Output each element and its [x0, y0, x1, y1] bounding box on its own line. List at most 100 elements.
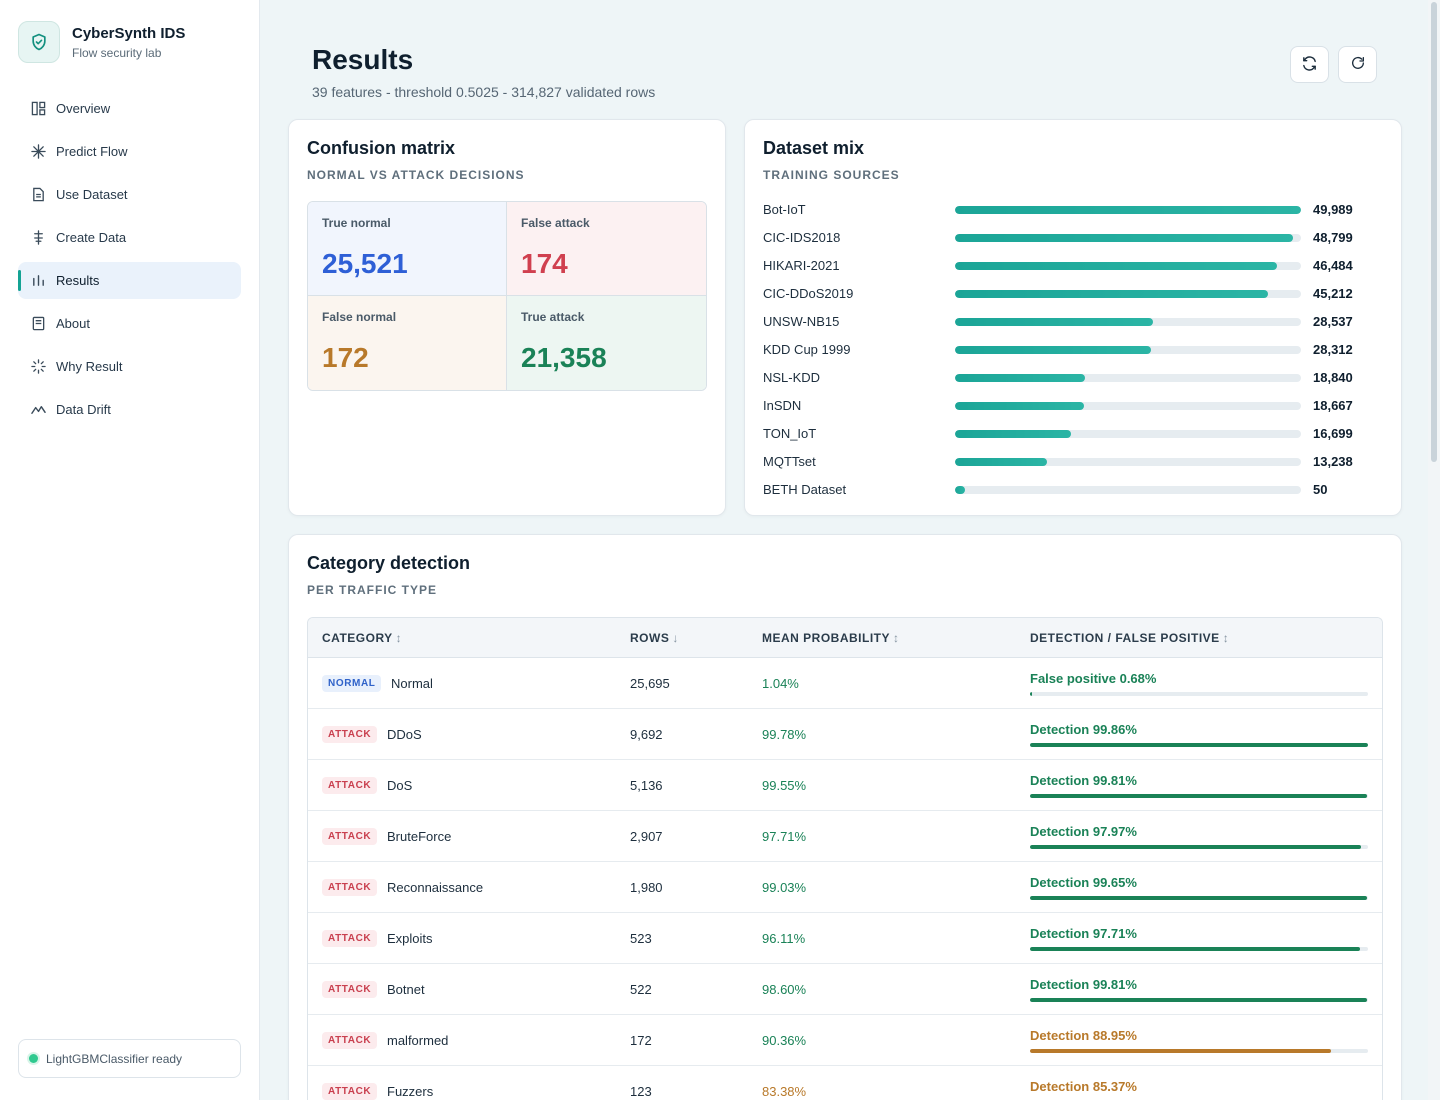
table-row[interactable]: ATTACK BruteForce 2,907 97.71% Detection 97.…	[308, 811, 1382, 862]
bar-chart-icon	[30, 273, 46, 289]
dataset-bar-track	[955, 486, 1301, 494]
scrollbar-thumb[interactable]	[1431, 2, 1437, 462]
sidebar-item-use-dataset[interactable]: Use Dataset	[18, 176, 241, 213]
layout-icon	[30, 101, 46, 117]
sort-icon: ↕	[893, 631, 900, 645]
detection-bar	[1030, 845, 1362, 849]
cell-true-normal: True normal 25,521	[308, 202, 507, 296]
cell-false-attack: False attack 174	[507, 202, 706, 296]
dataset-bar-track	[955, 262, 1301, 270]
dataset-row: CIC-IDS2018 48,799	[763, 228, 1383, 248]
sidebar-item-label: Predict Flow	[56, 144, 128, 159]
row-count: 2,907	[630, 829, 663, 844]
table-header: CATEGORY ↕ ROWS ↓ MEAN PROBABILITY ↕ DETECT…	[308, 618, 1382, 658]
row-count: 25,695	[630, 676, 670, 691]
detection-bar	[1030, 1049, 1331, 1053]
column-category[interactable]: CATEGORY ↕	[322, 631, 403, 645]
dataset-row: Bot-IoT 49,989	[763, 200, 1383, 220]
category-name: Botnet	[387, 982, 425, 997]
sidebar-item-label: Results	[56, 273, 100, 288]
table-row[interactable]: NORMAL Normal 25,695 1.04% False positive 0.…	[308, 658, 1382, 709]
dataset-count: 48,799	[1313, 230, 1353, 245]
attack-badge: ATTACK	[322, 777, 378, 794]
mean-probability: 99.03%	[762, 880, 807, 895]
detection-bar	[1030, 794, 1368, 798]
dataset-name: Bot-IoT	[763, 202, 806, 217]
attack-badge: ATTACK	[322, 879, 378, 896]
true-normal-value: 25,521	[322, 248, 408, 279]
model-status-text: LightGBMClassifier ready	[46, 1051, 183, 1066]
sidebar-item-why-result[interactable]: Why Result	[18, 348, 241, 385]
sidebar-item-results[interactable]: Results	[18, 262, 241, 299]
dataset-count: 28,312	[1313, 342, 1353, 357]
detection-bar-track	[1030, 998, 1368, 1002]
refresh-button[interactable]	[1338, 46, 1377, 83]
dataset-name: HIKARI-2021	[763, 258, 840, 273]
sidebar-item-predict-flow[interactable]: Predict Flow	[18, 133, 241, 170]
dataset-bar-track	[955, 402, 1301, 410]
dataset-row: HIKARI-2021 46,484	[763, 256, 1383, 276]
sync-button[interactable]	[1290, 46, 1329, 83]
detection-bar-track	[1030, 743, 1368, 747]
dataset-bar	[955, 458, 1047, 466]
dataset-name: KDD Cup 1999	[763, 342, 851, 357]
brand-subtitle: Flow security lab	[72, 45, 162, 60]
cell-true-attack: True attack 21,358	[507, 296, 706, 390]
table-row[interactable]: ATTACK Botnet 522 98.60% Detection 99.81%	[308, 964, 1382, 1015]
table-row[interactable]: ATTACK malformed 172 90.36% Detection 88.95%	[308, 1015, 1382, 1066]
detection-bar-track	[1030, 896, 1368, 900]
attack-badge: ATTACK	[322, 1032, 378, 1049]
dataset-bar	[955, 318, 1153, 326]
table-row[interactable]: ATTACK Reconnaissance 1,980 99.03% Detection…	[308, 862, 1382, 913]
dataset-bar-track	[955, 318, 1301, 326]
page-scrollbar[interactable]	[1428, 0, 1440, 1100]
dataset-name: UNSW-NB15	[763, 314, 840, 329]
detection-label: Detection 88.95%	[1030, 1028, 1137, 1043]
dataset-bar-track	[955, 290, 1301, 298]
detection-bar	[1030, 896, 1367, 900]
column-mean-probability[interactable]: MEAN PROBABILITY ↕	[762, 631, 900, 645]
sidebar-item-label: Use Dataset	[56, 187, 128, 202]
sidebar-item-overview[interactable]: Overview	[18, 90, 241, 127]
row-count: 5,136	[630, 778, 663, 793]
true-attack-label: True attack	[521, 310, 585, 324]
table-row[interactable]: ATTACK Exploits 523 96.11% Detection 97.71%	[308, 913, 1382, 964]
category-detection-card: Category detection PER TRAFFIC TYPE CATE…	[288, 534, 1402, 1100]
dataset-mix-title: Dataset mix	[763, 138, 865, 158]
dataset-row: MQTTset 13,238	[763, 452, 1383, 472]
dataset-bar	[955, 374, 1086, 382]
sidebar-item-data-drift[interactable]: Data Drift	[18, 391, 241, 428]
column-rows[interactable]: ROWS ↓	[630, 631, 679, 645]
row-count: 1,980	[630, 880, 663, 895]
book-icon	[30, 316, 46, 332]
dataset-count: 50	[1313, 482, 1328, 497]
detection-label: Detection 99.86%	[1030, 722, 1137, 737]
sort-icon: ↕	[1222, 631, 1230, 645]
table-row[interactable]: ATTACK Fuzzers 123 83.38% Detection 85.37%	[308, 1066, 1382, 1100]
table-row[interactable]: ATTACK DDoS 9,692 99.78% Detection 99.86%	[308, 709, 1382, 760]
loader-icon	[30, 359, 46, 375]
row-count: 522	[630, 982, 652, 997]
cell-false-normal: False normal 172	[308, 296, 507, 390]
dataset-bar-track	[955, 234, 1301, 242]
detection-label: Detection 85.37%	[1030, 1079, 1137, 1094]
sidebar-nav: Overview Predict Flow Use Dataset Create…	[18, 90, 241, 434]
category-name: Normal	[391, 676, 433, 691]
dataset-row: NSL-KDD 18,840	[763, 368, 1383, 388]
sidebar-item-about[interactable]: About	[18, 305, 241, 342]
dataset-count: 18,667	[1313, 398, 1353, 413]
dataset-bar	[955, 290, 1268, 298]
row-count: 172	[630, 1033, 652, 1048]
false-attack-value: 174	[521, 248, 568, 279]
mean-probability: 83.38%	[762, 1084, 807, 1099]
attack-badge: ATTACK	[322, 828, 378, 845]
dataset-bar-track	[955, 458, 1301, 466]
model-status: LightGBMClassifier ready	[18, 1039, 241, 1078]
category-table: CATEGORY ↕ ROWS ↓ MEAN PROBABILITY ↕ DETECT…	[307, 617, 1383, 1100]
column-detection[interactable]: DETECTION / FALSE POSITIVE ↕	[1030, 631, 1230, 645]
table-row[interactable]: ATTACK DoS 5,136 99.55% Detection 99.81%	[308, 760, 1382, 811]
dataset-bar-track	[955, 206, 1301, 214]
detection-bar	[1030, 692, 1033, 696]
sidebar-item-create-data[interactable]: Create Data	[18, 219, 241, 256]
dataset-count: 13,238	[1313, 454, 1353, 469]
